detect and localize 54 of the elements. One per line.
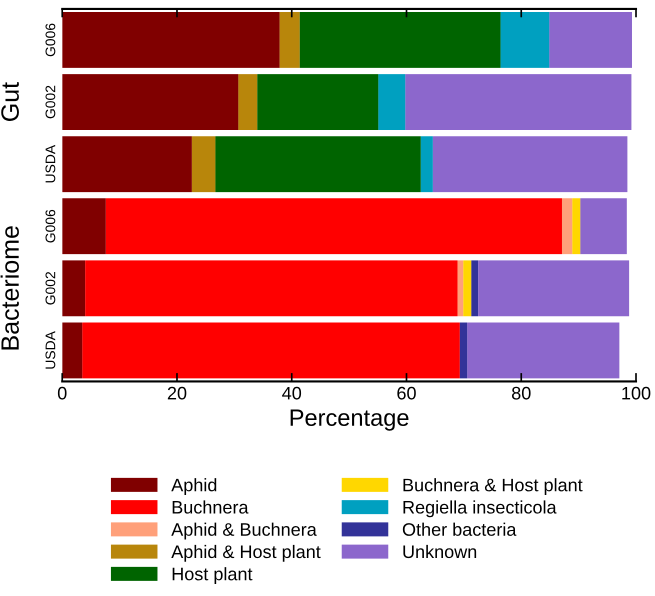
legend-label: Regiella insecticola <box>403 500 557 518</box>
y-tick-label: USDA <box>45 144 56 182</box>
bar <box>460 322 468 378</box>
bar <box>62 74 238 130</box>
bar <box>420 136 433 192</box>
bar <box>478 260 630 316</box>
bar <box>85 260 458 316</box>
text: Bacteriome <box>0 226 19 350</box>
x-tick-label: 60 <box>397 386 416 400</box>
bar <box>378 74 406 130</box>
text: Gut <box>1 82 19 121</box>
bar <box>82 322 460 378</box>
legend-label: Aphid <box>171 478 216 495</box>
legend-label: Aphid & Buchnera <box>171 522 317 540</box>
x-tick-label: 20 <box>168 386 186 400</box>
x-tick-label: 100 <box>622 386 650 400</box>
bar <box>405 74 632 130</box>
bar <box>549 12 632 68</box>
bar <box>562 198 572 254</box>
legend-label: Buchnera & Host plant <box>403 478 583 495</box>
bar <box>62 198 106 254</box>
legend-label: Other bacteria <box>402 522 516 536</box>
legend-label: Aphid & Host plant <box>171 544 321 562</box>
y-tick-label: G002 <box>45 86 56 118</box>
x-axis-title: Percentage <box>290 410 408 431</box>
bar <box>106 198 562 254</box>
bar <box>500 12 550 68</box>
bar <box>257 74 378 130</box>
legend-label: Host plant <box>172 567 252 584</box>
bar <box>463 260 472 316</box>
bar <box>62 322 82 378</box>
y-tick-label: G006 <box>45 24 56 56</box>
bar <box>238 74 258 130</box>
bar <box>280 12 300 68</box>
bar <box>467 322 620 378</box>
bar <box>471 260 478 316</box>
bar <box>580 198 627 254</box>
y-tick-label: USDA <box>45 331 56 369</box>
bar <box>215 136 421 192</box>
bar <box>432 136 628 192</box>
bar <box>192 136 216 192</box>
y-tick-label: G002 <box>45 272 56 305</box>
y-tick-label: G006 <box>45 210 56 243</box>
legend-label: Unknown <box>403 544 476 558</box>
x-tick-label: 0 <box>58 386 67 400</box>
legend-label: Buchnera <box>172 500 249 514</box>
bar <box>62 12 280 68</box>
bar <box>62 260 86 316</box>
bar <box>62 136 192 192</box>
bar <box>572 198 580 254</box>
x-tick-label: 80 <box>512 386 531 400</box>
x-tick-label: 40 <box>282 386 302 400</box>
bar <box>300 12 501 68</box>
bar <box>458 260 464 316</box>
